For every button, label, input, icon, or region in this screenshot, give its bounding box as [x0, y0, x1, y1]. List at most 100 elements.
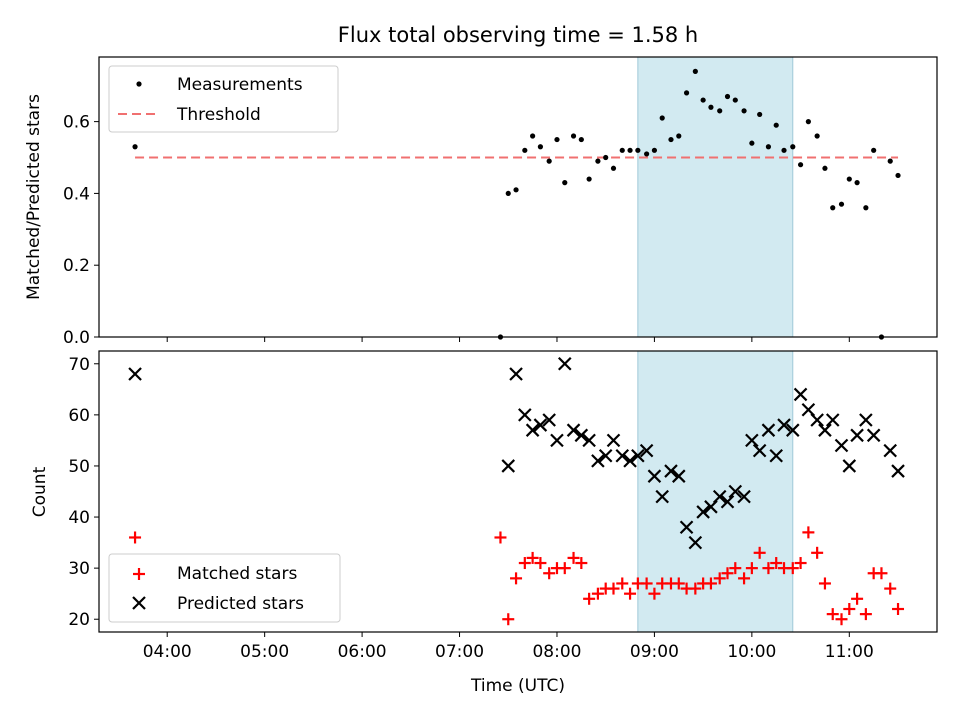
matched-star-point — [721, 567, 734, 580]
matched-legend-marker — [133, 568, 145, 580]
chart-title: Flux total observing time = 1.58 h — [338, 23, 698, 47]
predicted-star-point — [883, 443, 898, 458]
matched-star-point — [892, 603, 905, 616]
predicted-star-point — [842, 459, 857, 473]
measurement-point — [822, 165, 828, 171]
measurement-point — [513, 187, 519, 193]
matched-star-point — [835, 613, 848, 626]
predicted-star-point — [745, 433, 759, 448]
measurement-point — [854, 180, 860, 186]
measurement-point — [838, 201, 845, 207]
measurement-point — [692, 68, 698, 74]
predicted-star-point — [761, 423, 776, 437]
top-plot-frame — [98, 56, 938, 338]
measurement-point — [846, 176, 852, 182]
predicted-star-point — [720, 494, 735, 509]
x-tick-label: 09:00 — [630, 642, 679, 662]
predicted-star-point — [859, 413, 873, 427]
bottom-x-ticks: 04:00 05:00 06:00 07:00 08:00 09:00 10:00 11:00 — [143, 632, 874, 662]
measurement-point — [635, 147, 641, 153]
matched-star-point — [843, 603, 856, 616]
predicted-star-point — [866, 428, 881, 443]
matched-star-point — [640, 577, 653, 590]
measurements-marks — [132, 68, 901, 340]
predicted-star-point — [598, 448, 613, 463]
predicted-star-point — [688, 535, 703, 550]
measurement-point — [700, 97, 706, 103]
predicted-star-point — [647, 469, 662, 483]
y-tick-label: 70 — [68, 355, 90, 375]
predicted-star-point — [891, 464, 905, 478]
measurement-point — [651, 147, 658, 153]
measurement-point — [132, 144, 138, 150]
measurement-point — [644, 151, 650, 157]
matched-star-point — [818, 577, 831, 590]
x-tick-label: 11:00 — [825, 642, 874, 662]
measurement-point — [887, 158, 893, 164]
matched-star-point — [591, 587, 604, 600]
measurements-legend-marker — [136, 81, 142, 87]
predicted-star-point — [850, 428, 864, 443]
matched-star-point — [745, 562, 758, 575]
predicted-star-point — [557, 356, 572, 371]
y-tick-label: 0.6 — [63, 113, 90, 133]
measurement-point — [619, 147, 625, 153]
measurement-point — [708, 104, 714, 110]
predicted-star-point — [793, 387, 808, 402]
measurement-point — [773, 122, 779, 128]
matched-star-point — [567, 551, 580, 564]
measurement-point — [717, 108, 723, 114]
predicted-star-point — [591, 454, 605, 468]
top-y-ticks: 0.0 0.2 0.4 0.6 — [63, 113, 99, 348]
predicted-legend-label: Predicted stars — [177, 594, 304, 614]
matched-star-point — [543, 567, 556, 580]
measurement-point — [749, 140, 755, 146]
predicted-star-point — [542, 413, 556, 427]
matched-star-point — [583, 592, 596, 605]
y-tick-label: 60 — [68, 406, 90, 426]
predicted-legend-marker — [132, 596, 146, 610]
measurement-point — [546, 158, 552, 164]
x-tick-label: 07:00 — [435, 642, 484, 662]
bottom-legend: Matched stars Predicted stars — [108, 553, 341, 623]
x-tick-label: 04:00 — [143, 642, 192, 662]
measurement-point — [765, 144, 772, 150]
measurement-point — [732, 97, 738, 103]
matched-star-point — [534, 557, 547, 570]
predicted-star-point — [818, 423, 832, 437]
predicted-star-point — [550, 433, 564, 448]
predicted-star-point — [664, 464, 678, 478]
predicted-star-point — [769, 448, 783, 463]
top-panel: 0.0 0.2 0.4 0.6 Matched/Predicted stars Mea… — [24, 56, 938, 348]
measurement-point — [895, 172, 901, 179]
bottom-legend-box — [108, 553, 341, 623]
x-tick-label: 08:00 — [532, 642, 581, 662]
matched-star-point — [729, 562, 742, 575]
matched-star-point — [607, 582, 620, 595]
predicted-star-point — [786, 423, 800, 437]
measurement-point — [805, 119, 811, 125]
matched-star-point — [770, 557, 783, 570]
predicted-star-point — [655, 489, 669, 504]
matched-star-point — [672, 577, 685, 590]
measurement-point — [603, 154, 609, 161]
predicted-star-point — [712, 489, 727, 504]
measurements-legend-label: Measurements — [177, 75, 303, 95]
x-axis-label: Time (UTC) — [470, 676, 565, 696]
predicted-star-point — [672, 469, 686, 483]
matched-star-point — [786, 562, 799, 575]
x-tick-label: 10:00 — [727, 642, 776, 662]
matched-star-point — [689, 582, 702, 595]
predicted-star-point — [518, 408, 532, 422]
predicted-star-point — [696, 505, 710, 519]
measurement-point — [522, 147, 528, 153]
y-tick-label: 0.4 — [63, 184, 90, 204]
matched-star-point — [129, 531, 142, 544]
measurement-point — [830, 205, 836, 211]
bottom-panel: 20 30 40 50 60 70 04:00 05:00 06:00 07:00 08:00 09… — [30, 350, 938, 696]
predicted-star-point — [566, 423, 581, 437]
top-x-ticks — [166, 337, 850, 342]
bottom-y-ticks: 20 30 40 50 60 70 — [68, 355, 99, 630]
predicted-star-point — [501, 459, 516, 473]
predicted-star-point — [615, 448, 630, 463]
